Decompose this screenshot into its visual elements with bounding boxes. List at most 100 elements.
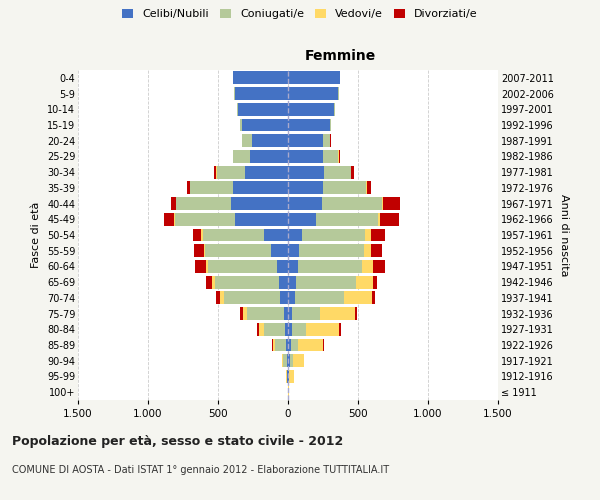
Bar	[176, 197, 288, 210]
Bar	[240, 307, 288, 320]
Bar	[288, 307, 292, 320]
Bar	[174, 213, 288, 226]
Bar	[172, 197, 288, 210]
Bar	[203, 228, 288, 241]
Bar	[250, 150, 288, 163]
Bar	[285, 323, 288, 336]
Bar	[288, 182, 323, 194]
Bar	[287, 370, 288, 383]
Bar	[205, 244, 288, 257]
Bar	[288, 244, 371, 257]
Bar	[288, 182, 367, 194]
Bar	[288, 166, 325, 178]
Bar	[288, 134, 330, 147]
Bar	[288, 323, 305, 336]
Bar	[284, 307, 288, 320]
Bar	[288, 72, 340, 85]
Bar	[286, 370, 288, 383]
Bar	[233, 72, 288, 85]
Bar	[224, 292, 288, 304]
Bar	[288, 103, 335, 116]
Bar	[164, 213, 288, 226]
Bar	[288, 182, 367, 194]
Bar	[272, 338, 288, 351]
Bar	[241, 118, 288, 132]
Bar	[279, 276, 288, 288]
Bar	[271, 244, 288, 257]
Bar	[288, 260, 385, 273]
Bar	[288, 150, 338, 163]
Bar	[288, 292, 344, 304]
Bar	[288, 354, 304, 367]
Bar	[257, 323, 288, 336]
Bar	[214, 166, 288, 178]
Bar	[235, 87, 288, 100]
Bar	[288, 228, 365, 241]
Bar	[288, 338, 324, 351]
Bar	[288, 118, 331, 132]
Bar	[288, 354, 293, 367]
Bar	[288, 338, 298, 351]
Bar	[187, 182, 288, 194]
Bar	[288, 213, 316, 226]
Bar	[275, 338, 288, 351]
Bar	[288, 292, 295, 304]
Bar	[288, 103, 335, 116]
Bar	[288, 182, 371, 194]
Bar	[288, 323, 341, 336]
Bar	[287, 354, 288, 367]
Bar	[282, 354, 288, 367]
Bar	[241, 118, 288, 132]
Bar	[288, 134, 331, 147]
Bar	[288, 307, 358, 320]
Bar	[288, 213, 398, 226]
Bar	[288, 213, 377, 226]
Bar	[241, 118, 288, 132]
Bar	[287, 370, 288, 383]
Bar	[288, 166, 354, 178]
Bar	[235, 87, 288, 100]
Bar	[288, 276, 356, 288]
Bar	[217, 166, 288, 178]
Bar	[288, 197, 382, 210]
Y-axis label: Fasce di età: Fasce di età	[31, 202, 41, 268]
Bar	[237, 103, 288, 116]
Bar	[193, 244, 288, 257]
Bar	[288, 323, 292, 336]
Bar	[282, 354, 288, 367]
Bar	[247, 307, 288, 320]
Legend: Celibi/Nubili, Coniugati/e, Vedovi/e, Divorziati/e: Celibi/Nubili, Coniugati/e, Vedovi/e, Di…	[119, 6, 481, 22]
Bar	[264, 323, 288, 336]
Bar	[288, 150, 338, 163]
Bar	[251, 134, 288, 147]
Bar	[233, 150, 288, 163]
Bar	[242, 118, 288, 132]
Bar	[288, 197, 383, 210]
Bar	[288, 244, 364, 257]
Bar	[288, 197, 400, 210]
Bar	[259, 323, 288, 336]
Bar	[242, 134, 288, 147]
Bar	[288, 103, 334, 116]
Bar	[288, 276, 373, 288]
Bar	[288, 118, 330, 132]
Bar	[233, 72, 288, 85]
Bar	[288, 370, 293, 383]
Bar	[283, 354, 288, 367]
Bar	[288, 244, 299, 257]
Bar	[242, 134, 288, 147]
Bar	[288, 386, 289, 398]
Text: COMUNE DI AOSTA - Dati ISTAT 1° gennaio 2012 - Elaborazione TUTTITALIA.IT: COMUNE DI AOSTA - Dati ISTAT 1° gennaio …	[12, 465, 389, 475]
Bar	[237, 103, 288, 116]
Bar	[193, 228, 288, 241]
Bar	[288, 87, 338, 100]
Y-axis label: Anni di nascita: Anni di nascita	[559, 194, 569, 276]
Bar	[288, 103, 335, 116]
Bar	[238, 103, 288, 116]
Bar	[233, 72, 288, 85]
Bar	[288, 72, 340, 85]
Bar	[288, 276, 377, 288]
Bar	[286, 370, 288, 383]
Bar	[242, 307, 288, 320]
Bar	[202, 228, 288, 241]
